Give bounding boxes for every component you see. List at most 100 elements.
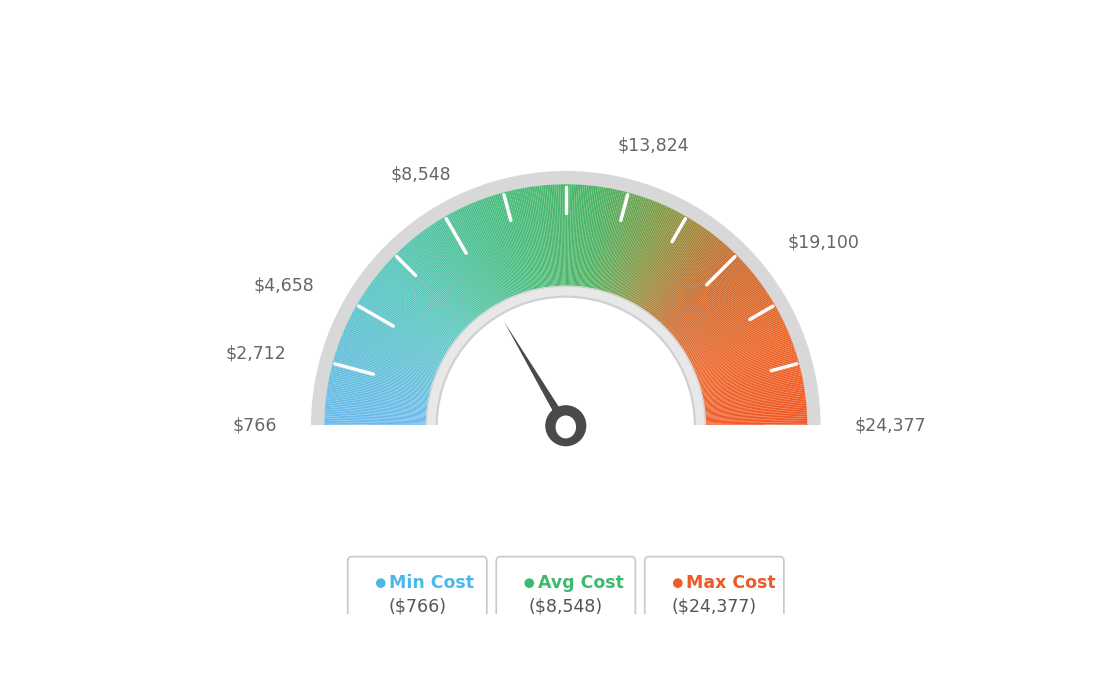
Wedge shape — [574, 185, 583, 286]
Wedge shape — [665, 255, 737, 328]
Wedge shape — [704, 390, 805, 406]
Wedge shape — [482, 199, 519, 295]
Wedge shape — [694, 330, 788, 371]
Wedge shape — [442, 218, 495, 306]
Wedge shape — [664, 253, 735, 326]
Wedge shape — [551, 185, 559, 286]
Wedge shape — [651, 235, 715, 316]
Wedge shape — [597, 190, 623, 290]
Wedge shape — [650, 234, 714, 315]
Wedge shape — [575, 185, 585, 286]
Text: ($24,377): ($24,377) — [671, 598, 757, 615]
Wedge shape — [508, 191, 533, 290]
Wedge shape — [599, 191, 626, 290]
Wedge shape — [689, 309, 778, 359]
Wedge shape — [702, 369, 802, 394]
Wedge shape — [337, 348, 433, 382]
Wedge shape — [391, 257, 465, 329]
Wedge shape — [569, 184, 573, 286]
Wedge shape — [602, 193, 629, 290]
Wedge shape — [408, 241, 476, 319]
Wedge shape — [683, 295, 769, 351]
Wedge shape — [690, 313, 781, 361]
Wedge shape — [402, 247, 471, 323]
Wedge shape — [596, 190, 620, 289]
Wedge shape — [466, 205, 509, 298]
Wedge shape — [702, 373, 802, 396]
Wedge shape — [355, 306, 444, 357]
Wedge shape — [332, 362, 431, 390]
Wedge shape — [578, 186, 591, 286]
Wedge shape — [696, 337, 792, 375]
Wedge shape — [701, 360, 798, 388]
Wedge shape — [677, 279, 758, 342]
Wedge shape — [587, 187, 605, 288]
Wedge shape — [705, 415, 807, 420]
Wedge shape — [358, 301, 446, 355]
Wedge shape — [659, 246, 729, 322]
Wedge shape — [658, 244, 726, 322]
Wedge shape — [658, 244, 725, 321]
Wedge shape — [406, 244, 474, 321]
Wedge shape — [396, 253, 468, 326]
Wedge shape — [696, 335, 790, 374]
Wedge shape — [701, 364, 799, 391]
Wedge shape — [672, 269, 751, 335]
Wedge shape — [703, 382, 804, 402]
Wedge shape — [625, 206, 669, 299]
Wedge shape — [425, 228, 486, 312]
Wedge shape — [502, 193, 530, 290]
Wedge shape — [640, 221, 697, 308]
Text: ($8,548): ($8,548) — [529, 598, 603, 615]
Wedge shape — [427, 227, 486, 311]
Wedge shape — [522, 188, 542, 288]
Wedge shape — [360, 298, 447, 353]
Wedge shape — [435, 221, 491, 308]
Wedge shape — [703, 375, 803, 397]
Wedge shape — [620, 204, 661, 297]
Polygon shape — [562, 424, 573, 438]
Wedge shape — [498, 193, 528, 291]
Text: $13,824: $13,824 — [618, 137, 689, 155]
Wedge shape — [676, 275, 755, 339]
Wedge shape — [327, 390, 427, 406]
Wedge shape — [455, 210, 502, 302]
Wedge shape — [532, 186, 548, 287]
Wedge shape — [325, 415, 426, 420]
Wedge shape — [543, 185, 554, 286]
Wedge shape — [633, 213, 682, 303]
Wedge shape — [452, 213, 500, 302]
Wedge shape — [684, 296, 771, 352]
Wedge shape — [376, 275, 456, 339]
Wedge shape — [686, 299, 773, 353]
Wedge shape — [436, 221, 491, 308]
Wedge shape — [705, 400, 806, 411]
Wedge shape — [448, 214, 498, 304]
Wedge shape — [381, 269, 459, 335]
Wedge shape — [331, 366, 431, 392]
Wedge shape — [369, 286, 452, 345]
Wedge shape — [326, 403, 426, 413]
Wedge shape — [325, 424, 426, 426]
Wedge shape — [603, 193, 631, 291]
Wedge shape — [511, 190, 535, 289]
Wedge shape — [326, 400, 426, 411]
Wedge shape — [611, 197, 644, 293]
Wedge shape — [613, 198, 648, 294]
Wedge shape — [703, 379, 803, 400]
Wedge shape — [655, 239, 721, 319]
Wedge shape — [700, 355, 797, 386]
Wedge shape — [519, 188, 540, 288]
Wedge shape — [584, 186, 599, 287]
Ellipse shape — [555, 415, 576, 438]
Wedge shape — [601, 192, 628, 290]
Wedge shape — [326, 401, 426, 413]
Wedge shape — [384, 264, 461, 333]
Wedge shape — [392, 256, 466, 328]
Wedge shape — [703, 377, 803, 398]
Wedge shape — [581, 186, 594, 286]
Wedge shape — [335, 353, 433, 384]
Wedge shape — [423, 230, 484, 313]
Wedge shape — [311, 171, 820, 426]
Wedge shape — [704, 386, 805, 404]
